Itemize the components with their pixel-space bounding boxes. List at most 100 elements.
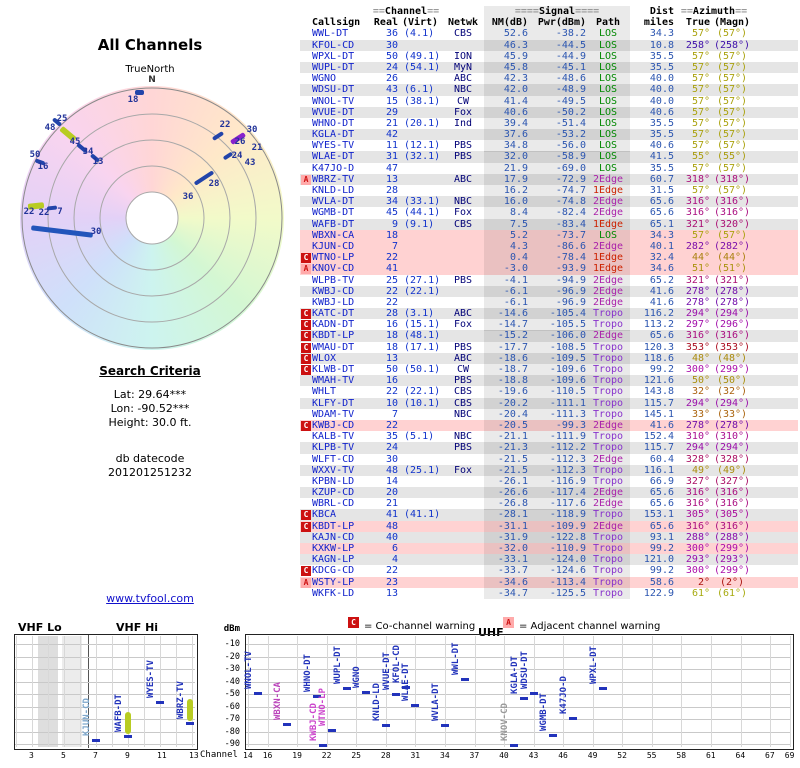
- radar-channel-label: 43: [244, 158, 256, 168]
- station-marker: [186, 721, 194, 725]
- grid-line: [15, 681, 195, 683]
- station-marker: [460, 678, 469, 682]
- grid-line: [445, 636, 446, 747]
- grid-line: [740, 636, 742, 747]
- table-row: KXKW-LP 6 -32.0 -110.9 Tropo 99.2 300° (299°): [300, 543, 798, 555]
- radar-channel-label: 16: [37, 162, 49, 172]
- channel-tick-label: 46: [558, 751, 568, 760]
- grid-line: [15, 656, 195, 658]
- callsign-cell: K47JO-D: [312, 162, 355, 174]
- radar-channel-label: 36: [182, 192, 194, 202]
- table-row: C KADN-DT 16 (15.1) Fox -14.7 -105.5 Tropo 113.…: [300, 319, 798, 331]
- table-row: WVUE-DT 29 Fox 40.6 -50.2 LOS 40.6 57° (57°): [300, 106, 798, 118]
- callsign-cell: WLPB-TV: [312, 274, 355, 286]
- station-label: WYES-TV: [146, 659, 156, 698]
- table-row: WUPL-DT 24 (54.1) MyN 45.8 -45.1 LOS 35.5 57° (5…: [300, 61, 798, 74]
- radar-channel-label: 48: [44, 123, 56, 133]
- table-row: C WMAU-DT 18 (17.1) PBS -17.7 -108.5 Tropo 120.…: [300, 341, 798, 353]
- table-group-header: ==Channel== ====Signal==== Dist ==Azimut…: [300, 6, 798, 18]
- callsign-cell: WLAE-DT: [312, 151, 355, 163]
- callsign-cell: KBCA: [312, 509, 337, 521]
- callsign-cell: WMAU-DT: [312, 341, 355, 353]
- grid-line: [96, 636, 97, 747]
- grid-line: [15, 731, 195, 733]
- callsign-cell: WUPL-DT: [312, 61, 355, 73]
- table-row: WNOL-TV 15 (38.1) CW 41.4 -49.5 LOS 40.0 57° (57…: [312, 95, 748, 107]
- channel-tick-label: 58: [676, 751, 687, 760]
- radar-channel-label: 30: [246, 125, 258, 135]
- grid-line: [504, 636, 506, 747]
- grid-line: [15, 694, 195, 695]
- station-label: WPXL-DT: [588, 645, 599, 684]
- radar-channel-label: 18: [127, 95, 139, 105]
- station-marker: [391, 693, 400, 697]
- table-row: A WSTY-LP 23 -34.6 -113.4 Tropo 58.6 2° (2°): [300, 576, 798, 588]
- radar-channel-label: 21: [251, 143, 263, 153]
- channel-tick-label: 7: [93, 751, 98, 760]
- datecode-label: db datecode: [115, 452, 185, 465]
- callsign-cell: KJUN-CD: [312, 240, 355, 252]
- co-channel-warning-badge: C: [301, 420, 311, 431]
- station-label: KNLD-LD: [371, 682, 382, 721]
- table-row: KWBJ-CD 22 (22.1) -6.1 -96.9 2Edge 41.6 278° (2…: [300, 285, 798, 297]
- grid-line: [651, 636, 653, 747]
- station-marker: [312, 694, 321, 698]
- channel-tick-label: 37: [469, 751, 480, 760]
- table-row: KLFY-DT 10 (10.1) CBS -20.2 -111.1 Tropo 115.7…: [300, 397, 798, 409]
- col-netwk: Netwk: [447, 17, 479, 29]
- grid-line: [681, 636, 683, 747]
- channel-axis-label: Channel: [200, 750, 238, 760]
- station-label: WTNO-LP: [317, 687, 328, 726]
- north-n-label: N: [148, 75, 156, 85]
- callsign-cell: KALB-TV: [312, 431, 355, 443]
- radar-channel-label: 26: [234, 137, 246, 147]
- table-row: WVLA-DT 34 (33.1) NBC 16.0 -74.8 2Edge 65.6 316…: [300, 196, 798, 208]
- callsign-cell: KAGN-LP: [312, 554, 355, 566]
- table-row: C KBDT-LP 18 (48.1) -15.2 -106.0 2Edge 65.6 316…: [300, 330, 798, 342]
- co-channel-warning-badge: C: [301, 320, 311, 331]
- vhf-lo-title: VHF Lo: [18, 621, 62, 634]
- grid-line: [533, 636, 535, 747]
- radar-channel-label: 25: [56, 114, 68, 124]
- callsign-cell: KLFY-DT: [312, 397, 355, 409]
- grid-line: [356, 636, 358, 747]
- channel-tick-label: 19: [292, 751, 302, 760]
- edge-path-highlight: [187, 698, 193, 721]
- channel-tick-label: 55: [646, 751, 657, 760]
- grid-line: [297, 636, 299, 747]
- station-label: WGMB-DT: [539, 692, 550, 731]
- table-row: A WBRZ-TV 13 ABC 17.9 -72.9 2Edge 60.7 318° (318°…: [300, 173, 798, 186]
- table-row: WBXN-CA 18 5.2 -73.7 LOS 34.3 57° (57°): [300, 229, 798, 242]
- channel-tick-label: 64: [735, 751, 746, 760]
- callsign-cell: KWBJ-LD: [312, 296, 355, 308]
- grid-line: [144, 636, 145, 747]
- table-rows: WWL-DT 36 (4.1) CBS 52.6 -38.2 LOS 34.3 57° (57°…: [300, 28, 798, 600]
- table-row: KPBN-LD 14 -26.1 -116.9 Tropo 66.9 327° (327°): [312, 475, 751, 488]
- station-label: WUPL-DT: [332, 645, 343, 684]
- callsign-cell: KXKW-LP: [312, 543, 355, 554]
- dist-group-header: Dist: [649, 6, 674, 17]
- callsign-cell: WBRZ-TV: [312, 173, 355, 185]
- callsign-cell: WSTY-LP: [312, 576, 355, 588]
- callsign-cell: WMAH-TV: [312, 375, 355, 387]
- tvfool-link[interactable]: www.tvfool.com: [106, 592, 194, 605]
- station-marker: [549, 733, 558, 737]
- vhf-hi-title: VHF Hi: [116, 621, 159, 634]
- col-nm: NM(dB): [484, 17, 528, 29]
- station-label: KJUN-CD: [82, 697, 92, 736]
- callsign-cell: WPXL-DT: [312, 50, 355, 62]
- table-row: WKFK-LD 13 -34.7 -125.5 Tropo 122.9 61° (61°): [312, 587, 748, 600]
- dbm-tick-label: -60: [224, 701, 240, 712]
- callsign-cell: KWBJ-CD: [312, 419, 355, 431]
- table-row: WWL-DT 36 (4.1) CBS 52.6 -38.2 LOS 34.3 57° (57°…: [312, 28, 748, 40]
- search-criteria-heading: Search Criteria: [99, 364, 201, 378]
- grid-line: [592, 636, 594, 747]
- callsign-cell: KLWB-DT: [312, 364, 355, 375]
- callsign-cell: WVLA-DT: [312, 196, 355, 208]
- channel-table: ==Channel== ====Signal==== Dist ==Azimut…: [300, 6, 798, 600]
- radar-channel-label: 30: [90, 227, 102, 237]
- radar-channel-label: 28: [208, 179, 220, 189]
- table-row: WPXL-DT 50 (49.1) ION 45.9 -44.9 LOS 35.5 57° (5…: [312, 50, 748, 63]
